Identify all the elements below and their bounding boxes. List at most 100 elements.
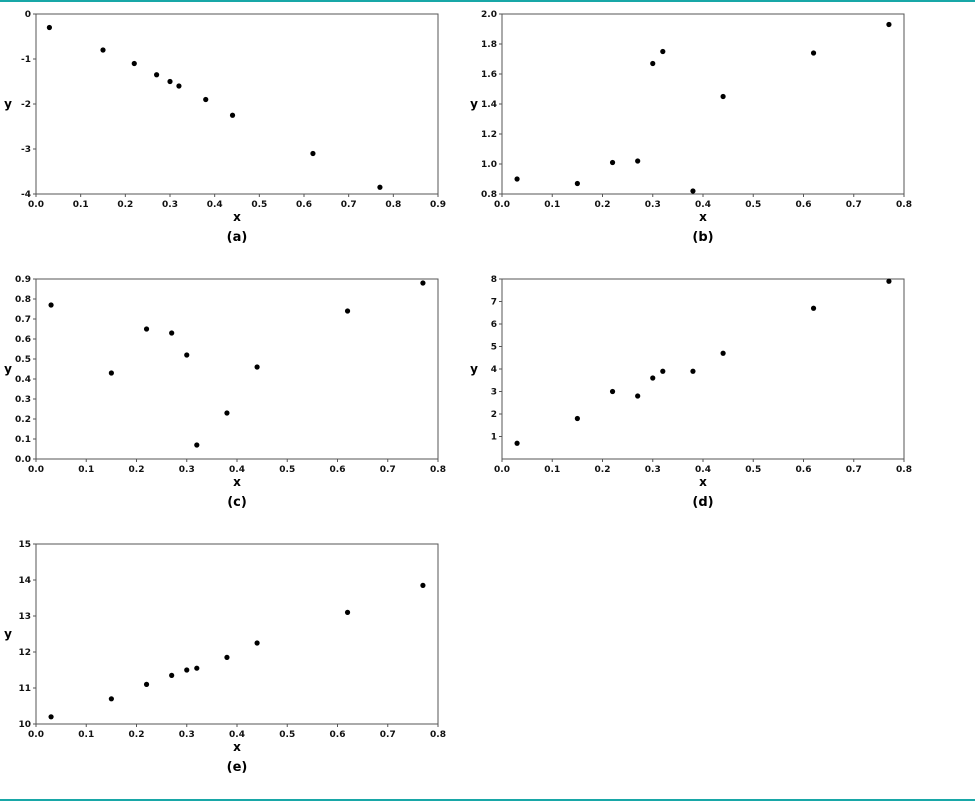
top-border-line — [0, 0, 975, 2]
svg-text:0.7: 0.7 — [380, 465, 396, 475]
svg-text:0.0: 0.0 — [494, 465, 510, 475]
svg-text:0.2: 0.2 — [595, 465, 611, 475]
svg-text:0.4: 0.4 — [695, 200, 711, 210]
svg-text:0.4: 0.4 — [15, 375, 31, 385]
svg-text:0.8: 0.8 — [896, 200, 912, 210]
svg-text:0: 0 — [25, 10, 31, 20]
svg-text:y: y — [470, 97, 478, 111]
subplot-d: 0.0 0.1 0.2 0.3 0.4 0.5 0.6 0.7 0.8 1 2 3 4 5 6 7 8 x y (d… — [466, 271, 938, 510]
svg-text:1.0: 1.0 — [481, 160, 497, 170]
svg-text:y: y — [4, 362, 12, 376]
svg-text:0.4: 0.4 — [695, 465, 711, 475]
svg-text:13: 13 — [18, 612, 31, 622]
svg-text:0.1: 0.1 — [78, 465, 94, 475]
svg-text:x: x — [233, 210, 241, 224]
svg-text:0.1: 0.1 — [544, 200, 560, 210]
svg-text:12: 12 — [18, 648, 31, 658]
plot-area-c: 0.0 0.1 0.2 0.3 0.4 0.5 0.6 0.7 0.8 0.0 0.1 0.2 0.3 0… — [0, 271, 452, 495]
svg-text:0.6: 0.6 — [796, 200, 812, 210]
svg-text:0.4: 0.4 — [229, 730, 245, 740]
plot-area-b: 0.0 0.1 0.2 0.3 0.4 0.5 0.6 0.7 0.8 0.8 1.0 1.2 1.4 1… — [466, 6, 918, 230]
subplot-caption-d: (d) — [692, 495, 714, 510]
svg-text:11: 11 — [18, 684, 31, 694]
svg-text:0.7: 0.7 — [15, 315, 31, 325]
svg-text:0.3: 0.3 — [645, 465, 661, 475]
svg-text:0.5: 0.5 — [745, 200, 761, 210]
svg-text:0.8: 0.8 — [385, 200, 401, 210]
svg-text:0.4: 0.4 — [229, 465, 245, 475]
svg-text:0.0: 0.0 — [28, 465, 44, 475]
svg-text:8: 8 — [491, 275, 497, 285]
svg-text:-1: -1 — [21, 55, 31, 65]
svg-text:0.5: 0.5 — [279, 730, 295, 740]
svg-text:0.2: 0.2 — [129, 465, 145, 475]
scatter-svg: 0.0 0.1 0.2 0.3 0.4 0.5 0.6 0.7 0.8 0.9 0 -1 -2 -3 -4 x… — [4, 10, 446, 224]
subplot-caption-a: (a) — [226, 230, 248, 245]
bottom-border-line — [0, 799, 975, 801]
svg-text:0.6: 0.6 — [296, 200, 312, 210]
scatter-svg: 0.0 0.1 0.2 0.3 0.4 0.5 0.6 0.7 0.8 0.0 0.1 0.2 0.3 0… — [4, 275, 446, 489]
svg-text:0.5: 0.5 — [251, 200, 267, 210]
svg-text:0.6: 0.6 — [15, 335, 31, 345]
svg-text:0.6: 0.6 — [330, 465, 346, 475]
svg-text:-4: -4 — [21, 190, 31, 200]
svg-text:0.2: 0.2 — [15, 415, 31, 425]
svg-text:5: 5 — [491, 343, 497, 353]
svg-text:0.0: 0.0 — [15, 455, 31, 465]
svg-text:0.5: 0.5 — [279, 465, 295, 475]
svg-text:-2: -2 — [21, 100, 31, 110]
svg-text:-3: -3 — [21, 145, 31, 155]
subplot-b: 0.0 0.1 0.2 0.3 0.4 0.5 0.6 0.7 0.8 0.8 1.0 1.2 1.4 1… — [466, 6, 938, 245]
svg-text:0.1: 0.1 — [15, 435, 31, 445]
svg-text:0.4: 0.4 — [207, 200, 223, 210]
subplot-e: 0.0 0.1 0.2 0.3 0.4 0.5 0.6 0.7 0.8 10 11 12 13 14 15 x… — [0, 536, 466, 775]
scatter-svg: 0.0 0.1 0.2 0.3 0.4 0.5 0.6 0.7 0.8 0.8 1.0 1.2 1.4 1… — [470, 10, 912, 224]
svg-text:1: 1 — [491, 433, 497, 443]
svg-text:0.8: 0.8 — [430, 465, 446, 475]
svg-text:0.2: 0.2 — [129, 730, 145, 740]
svg-text:0.3: 0.3 — [179, 730, 195, 740]
svg-text:1.2: 1.2 — [481, 130, 497, 140]
svg-text:7: 7 — [491, 298, 497, 308]
svg-text:0.0: 0.0 — [494, 200, 510, 210]
svg-text:0.5: 0.5 — [15, 355, 31, 365]
plot-area-a: 0.0 0.1 0.2 0.3 0.4 0.5 0.6 0.7 0.8 0.9 0 -1 -2 -3 -4 x… — [0, 6, 452, 230]
svg-text:6: 6 — [491, 320, 497, 330]
svg-text:0.7: 0.7 — [846, 465, 862, 475]
svg-text:1.4: 1.4 — [481, 100, 497, 110]
svg-text:1.6: 1.6 — [481, 70, 497, 80]
svg-text:0.7: 0.7 — [341, 200, 357, 210]
subplot-c: 0.0 0.1 0.2 0.3 0.4 0.5 0.6 0.7 0.8 0.0 0.1 0.2 0.3 0… — [0, 271, 466, 510]
plot-area-d: 0.0 0.1 0.2 0.3 0.4 0.5 0.6 0.7 0.8 1 2 3 4 5 6 7 8 x y — [466, 271, 918, 495]
svg-text:0.3: 0.3 — [162, 200, 178, 210]
svg-text:0.2: 0.2 — [117, 200, 133, 210]
svg-text:x: x — [699, 210, 707, 224]
svg-text:0.7: 0.7 — [846, 200, 862, 210]
svg-text:0.1: 0.1 — [73, 200, 89, 210]
svg-text:0.3: 0.3 — [179, 465, 195, 475]
svg-text:0.0: 0.0 — [28, 730, 44, 740]
svg-text:0.1: 0.1 — [544, 465, 560, 475]
subplot-caption-e: (e) — [226, 760, 248, 775]
svg-text:0.8: 0.8 — [896, 465, 912, 475]
svg-text:0.9: 0.9 — [430, 200, 446, 210]
svg-text:y: y — [470, 362, 478, 376]
svg-text:0.6: 0.6 — [796, 465, 812, 475]
svg-text:x: x — [699, 475, 707, 489]
subplot-caption-c: (c) — [227, 495, 247, 510]
svg-text:0.2: 0.2 — [595, 200, 611, 210]
subplot-a: 0.0 0.1 0.2 0.3 0.4 0.5 0.6 0.7 0.8 0.9 0 -1 -2 -3 -4 x… — [0, 6, 466, 245]
svg-text:x: x — [233, 740, 241, 754]
svg-text:y: y — [4, 627, 12, 641]
svg-text:3: 3 — [491, 388, 497, 398]
svg-text:0.1: 0.1 — [78, 730, 94, 740]
subplot-caption-b: (b) — [692, 230, 714, 245]
svg-text:2.0: 2.0 — [481, 10, 497, 20]
svg-text:0.5: 0.5 — [745, 465, 761, 475]
svg-text:0.6: 0.6 — [330, 730, 346, 740]
svg-text:0.8: 0.8 — [430, 730, 446, 740]
scatter-svg: 0.0 0.1 0.2 0.3 0.4 0.5 0.6 0.7 0.8 10 11 12 13 14 15 x… — [4, 540, 446, 754]
svg-text:4: 4 — [491, 365, 497, 375]
svg-text:0.7: 0.7 — [380, 730, 396, 740]
